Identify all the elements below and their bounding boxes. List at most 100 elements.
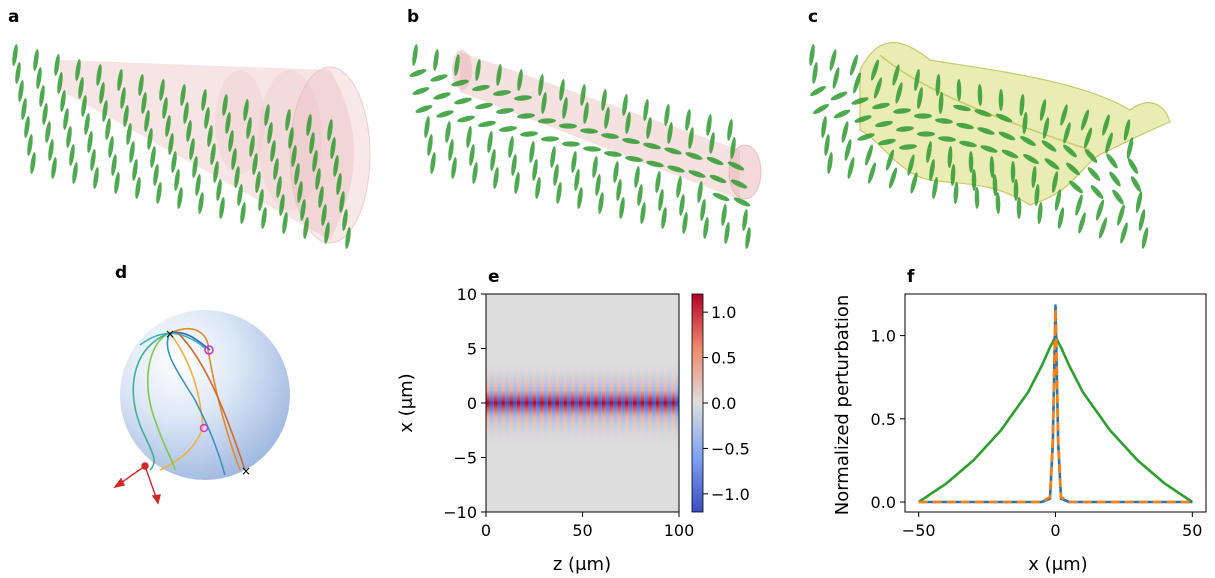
director-ellipse <box>21 98 27 120</box>
director-ellipse <box>496 108 514 114</box>
director-ellipse <box>553 164 559 186</box>
heatmap-stripe-negative <box>505 359 510 447</box>
sphere-trajectories <box>132 327 246 476</box>
director-ellipse <box>541 92 547 114</box>
director-ellipse <box>730 179 748 189</box>
director-ellipse <box>96 64 102 86</box>
colorbar-tick-label: 0.5 <box>711 349 736 368</box>
director-ellipse <box>910 172 918 194</box>
magenta-marker-mid <box>199 423 209 433</box>
heatmap-stripe-positive <box>547 359 552 447</box>
director-ellipse <box>294 163 300 185</box>
director-ellipse <box>950 164 956 186</box>
director-ellipse <box>291 145 297 167</box>
director-ellipse <box>183 102 189 124</box>
director-ellipse <box>1135 191 1143 213</box>
panel-f-lineplot: −50 0 50 1.0 0.5 0.0 x (μm) Normalized pertur… <box>832 293 1207 575</box>
director-ellipse <box>592 156 598 178</box>
lineplot-xtick-label: 50 <box>1182 521 1202 540</box>
director-ellipse <box>1095 199 1105 221</box>
lineplot-ytick-label: 0.5 <box>871 410 896 429</box>
director-ellipse <box>454 54 460 76</box>
director-ellipse <box>844 139 852 161</box>
director-ellipse <box>700 199 706 221</box>
director-ellipse <box>78 77 84 99</box>
heatmap-xlabel: z (μm) <box>553 554 611 575</box>
director-ellipse <box>18 80 24 102</box>
director-ellipse <box>1098 217 1108 239</box>
director-ellipse <box>830 91 848 101</box>
director-ellipse <box>935 118 953 124</box>
director-ellipse <box>637 184 643 206</box>
director-ellipse <box>1127 158 1139 174</box>
panel-label-e: e <box>488 267 500 287</box>
director-ellipse <box>276 176 282 198</box>
director-ellipse <box>315 168 321 190</box>
heatmap-stripe-positive <box>648 359 652 447</box>
heatmap-stripe-positive <box>532 359 537 447</box>
director-ellipse <box>812 62 818 84</box>
heatmap-stripe-positive <box>671 359 676 447</box>
heatmap-ytick-label: −10 <box>443 503 477 522</box>
director-ellipse <box>616 179 622 201</box>
director-ellipse <box>252 153 258 175</box>
director-ellipse <box>141 92 147 114</box>
director-ellipse <box>186 120 192 142</box>
director-ellipse <box>956 122 974 130</box>
director-ellipse <box>550 146 556 168</box>
director-ellipse <box>1037 202 1043 224</box>
director-ellipse <box>189 138 195 160</box>
director-ellipse <box>511 154 517 176</box>
heatmap-stripe-negative <box>675 359 679 447</box>
heatmap-stripe-negative <box>567 359 571 447</box>
panel-d-sphere: × × <box>113 310 290 505</box>
director-ellipse <box>466 126 472 148</box>
director-ellipse <box>1039 99 1047 121</box>
director-ellipse <box>267 122 273 144</box>
director-ellipse <box>974 109 992 117</box>
director-ellipse <box>213 161 219 183</box>
heatmap-ytick-label: 0 <box>467 394 477 413</box>
director-ellipse <box>953 104 971 112</box>
director-ellipse <box>430 74 448 82</box>
director-ellipse <box>571 151 577 173</box>
director-ellipse <box>342 209 348 231</box>
director-ellipse <box>508 136 514 158</box>
director-ellipse <box>643 142 661 150</box>
panel-label-d: d <box>115 263 127 283</box>
heatmap-stripe-positive <box>632 359 637 447</box>
director-ellipse <box>496 64 502 86</box>
director-ellipse <box>851 97 869 105</box>
director-ellipse <box>520 131 538 137</box>
director-ellipse <box>246 117 252 139</box>
director-ellipse <box>451 79 469 87</box>
unit-sphere <box>120 310 290 480</box>
director-ellipse <box>893 108 911 114</box>
director-ellipse <box>853 72 861 94</box>
director-ellipse <box>111 154 117 176</box>
director-ellipse <box>345 227 351 249</box>
heatmap-stripe-negative <box>574 359 579 447</box>
director-ellipse <box>850 54 858 76</box>
director-ellipse <box>430 152 436 174</box>
director-ellipse <box>243 99 249 121</box>
heatmap-stripe-positive <box>486 359 490 447</box>
director-ellipse <box>210 143 216 165</box>
heatmap-stripe-negative <box>597 359 602 447</box>
heatmap-stripe-negative <box>551 359 556 447</box>
director-ellipse <box>90 149 96 171</box>
heatmap-stripe-positive <box>555 359 560 447</box>
director-ellipse <box>938 92 944 114</box>
director-ellipse <box>1130 176 1142 192</box>
director-ellipse <box>219 197 225 219</box>
director-ellipse <box>634 166 640 188</box>
director-ellipse <box>192 156 198 178</box>
director-ellipse <box>264 104 270 126</box>
director-ellipse <box>646 160 664 168</box>
director-ellipse <box>105 118 111 140</box>
director-ellipse <box>821 116 827 138</box>
director-ellipse <box>865 144 873 166</box>
heatmap-stripe-positive <box>509 359 514 447</box>
director-ellipse <box>833 109 851 119</box>
panel-label-f: f <box>907 267 915 287</box>
